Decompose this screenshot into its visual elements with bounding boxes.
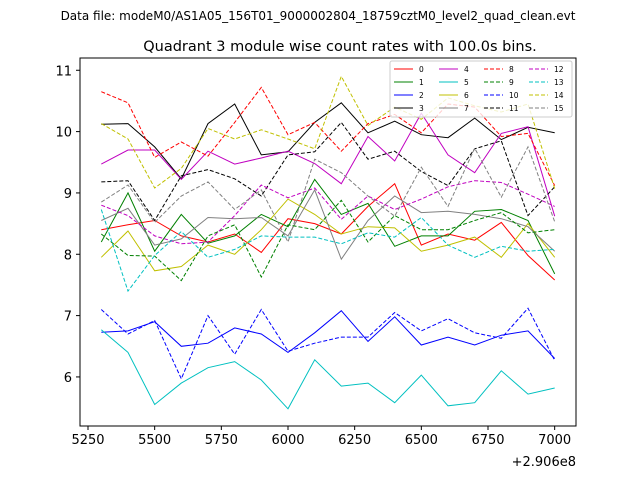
- legend-label-3: 3: [419, 104, 424, 113]
- legend-label-15: 15: [554, 104, 564, 113]
- legend-label-8: 8: [509, 65, 514, 74]
- data-file-label: Data file: modeM0/AS1A05_156T01_90000028…: [61, 9, 576, 23]
- series-line-13: [100, 209, 555, 293]
- y-tick-label: 9: [64, 187, 72, 202]
- chart-title: Quadrant 3 module wise count rates with …: [143, 39, 537, 55]
- series-line-11: [101, 121, 556, 222]
- legend-label-10: 10: [509, 91, 519, 100]
- x-tick-label: 6750: [471, 433, 504, 448]
- legend-label-13: 13: [554, 78, 564, 87]
- x-tick-label: 5500: [138, 433, 171, 448]
- x-tick-label: 7000: [538, 433, 571, 448]
- legend-label-12: 12: [554, 65, 564, 74]
- y-tick-label: 10: [55, 126, 72, 141]
- legend-label-0: 0: [419, 65, 424, 74]
- y-tick-label: 6: [64, 371, 72, 386]
- x-tick-label: 6500: [405, 433, 438, 448]
- legend-label-14: 14: [554, 91, 564, 100]
- legend-label-6: 6: [464, 91, 469, 100]
- series-layer: [100, 75, 556, 410]
- series-line-10: [100, 307, 556, 381]
- series-line-5: [100, 329, 555, 410]
- series-line-15: [101, 145, 556, 244]
- x-tick-label: 6250: [338, 433, 371, 448]
- y-tick-label: 11: [55, 64, 72, 79]
- legend-label-4: 4: [464, 65, 469, 74]
- legend-label-11: 11: [509, 104, 519, 113]
- series-line-9: [100, 199, 555, 282]
- x-tick-label: 5250: [71, 433, 104, 448]
- x-offset-label: +2.906e8: [512, 455, 576, 470]
- legend-label-7: 7: [464, 104, 469, 113]
- x-tick-label: 5750: [205, 433, 238, 448]
- series-line-12: [101, 180, 555, 245]
- legend-label-5: 5: [464, 78, 469, 87]
- series-line-4: [101, 112, 556, 217]
- series-line-8: [101, 86, 556, 186]
- plot-area: [80, 58, 576, 426]
- plot-frame: [79, 57, 577, 427]
- legend-label-9: 9: [509, 78, 514, 87]
- legend-label-1: 1: [419, 78, 424, 87]
- y-tick-label: 7: [64, 310, 72, 325]
- series-line-1: [100, 178, 556, 275]
- y-tick-label: 8: [64, 248, 72, 263]
- series-line-0: [101, 182, 556, 281]
- series-line-2: [101, 310, 556, 359]
- legend-frame: [389, 60, 573, 118]
- x-tick-label: 6000: [271, 433, 304, 448]
- legend-label-2: 2: [419, 91, 424, 100]
- series-line-7: [101, 188, 556, 261]
